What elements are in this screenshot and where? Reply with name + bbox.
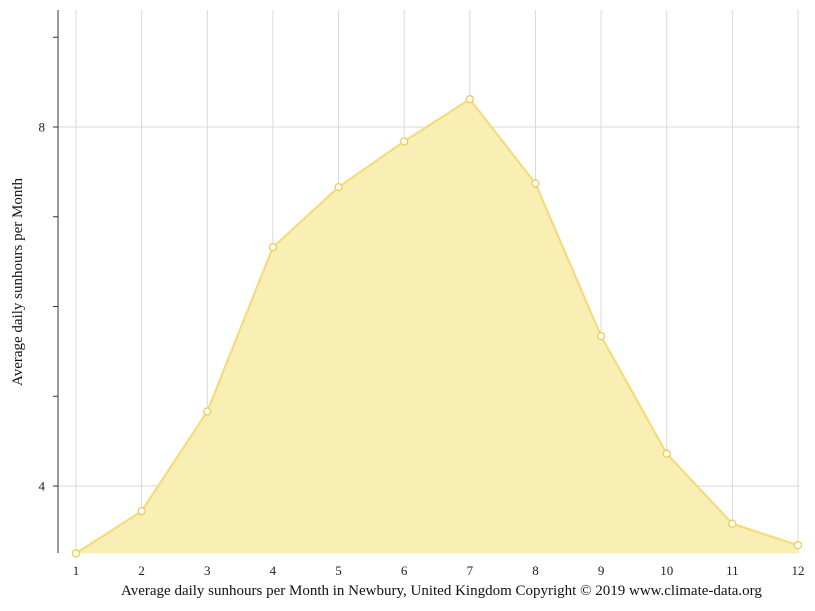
data-point <box>465 95 474 104</box>
x-tick-label: 2 <box>138 563 145 578</box>
data-point <box>137 506 146 516</box>
data-point <box>728 519 737 528</box>
data-point <box>203 407 212 416</box>
chart-caption: Average daily sunhours per Month in Newb… <box>121 583 762 599</box>
x-tick-label: 8 <box>532 563 539 578</box>
series-line <box>75 98 799 555</box>
x-tick-label: 7 <box>467 563 474 578</box>
data-point <box>793 541 803 550</box>
data-point <box>334 182 343 192</box>
markers <box>71 95 803 558</box>
x-tick-label: 12 <box>792 563 805 578</box>
data-point <box>596 331 606 341</box>
axes <box>53 10 59 553</box>
x-tick-label: 11 <box>726 563 739 578</box>
x-tick-label: 9 <box>598 563 605 578</box>
x-tick-label: 4 <box>270 563 277 578</box>
data-point <box>400 137 409 146</box>
y-tick-label: 8 <box>39 120 46 135</box>
y-axis-title: Average daily sunhours per Month <box>10 178 26 387</box>
plot-area <box>75 98 799 555</box>
data-point <box>71 549 81 558</box>
data-point <box>268 243 278 252</box>
data-point <box>531 179 540 188</box>
x-tick-label: 5 <box>335 563 342 578</box>
x-tick-label: 1 <box>73 563 80 578</box>
x-tick-label: 6 <box>401 563 408 578</box>
x-tick-label: 3 <box>204 563 211 578</box>
y-tick-label: 4 <box>39 479 46 494</box>
series-area <box>76 99 798 554</box>
data-point <box>662 449 671 458</box>
x-tick-label: 10 <box>660 563 673 578</box>
